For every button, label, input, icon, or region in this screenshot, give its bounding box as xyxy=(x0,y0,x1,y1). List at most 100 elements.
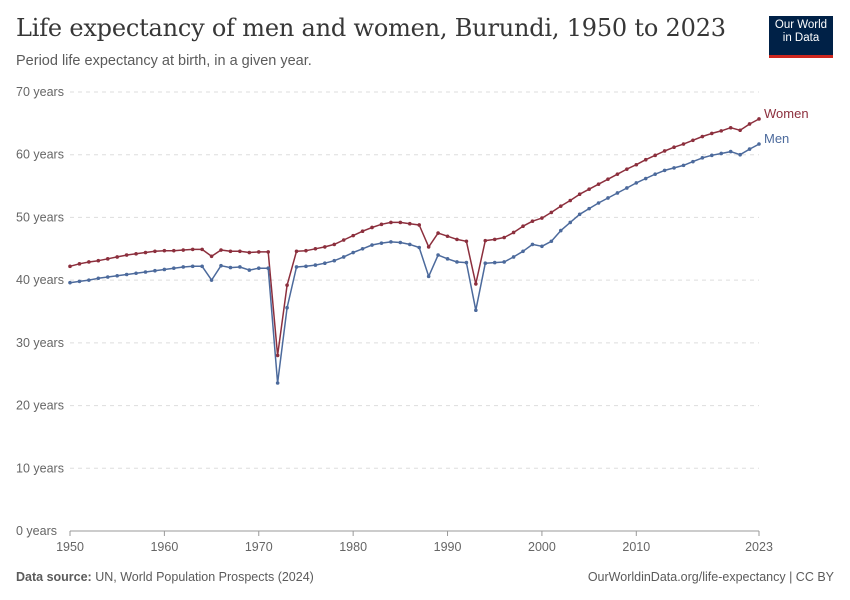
data-point-men xyxy=(681,163,686,168)
data-point-women xyxy=(511,230,516,235)
logo-line-1: Our World xyxy=(774,19,828,31)
data-point-men xyxy=(294,265,299,269)
data-point-women xyxy=(417,223,422,227)
x-tick-label: 2023 xyxy=(745,540,773,554)
data-point-women xyxy=(190,247,195,252)
data-point-women xyxy=(436,231,440,235)
data-point-men xyxy=(511,255,516,259)
data-point-men xyxy=(332,258,337,263)
data-point-women xyxy=(474,282,478,286)
data-point-men xyxy=(672,166,676,170)
data-point-men xyxy=(219,263,223,268)
data-point-men xyxy=(115,273,119,278)
y-tick-label: 30 years xyxy=(16,336,64,350)
data-point-women xyxy=(389,220,393,225)
data-point-women xyxy=(710,131,714,136)
data-point-men xyxy=(596,201,601,205)
data-point-men xyxy=(719,151,724,156)
data-point-men xyxy=(436,253,440,257)
data-point-women xyxy=(256,250,261,254)
x-tick-label: 1970 xyxy=(245,540,273,554)
data-point-women xyxy=(530,219,535,223)
data-point-women xyxy=(492,237,497,242)
data-point-women xyxy=(153,249,157,254)
footer-link[interactable]: OurWorldinData.org/life-expectancy | CC … xyxy=(587,570,834,584)
data-point-men xyxy=(143,270,148,274)
data-point-women xyxy=(209,254,214,259)
data-point-men xyxy=(313,263,318,267)
chart-subtitle: Period life expectancy at birth, in a gi… xyxy=(16,53,312,69)
data-point-men xyxy=(540,244,544,249)
data-point-men xyxy=(68,280,72,285)
data-point-women xyxy=(266,250,271,254)
series-line-men xyxy=(69,143,760,384)
data-point-men xyxy=(757,142,761,146)
data-point-women xyxy=(323,245,327,249)
data-point-men xyxy=(87,278,91,282)
data-point-women xyxy=(134,252,138,256)
data-point-men xyxy=(483,261,488,266)
data-point-women xyxy=(691,138,695,143)
data-point-women xyxy=(643,157,648,162)
data-point-women xyxy=(313,246,318,251)
data-point-men xyxy=(407,242,412,247)
data-point-women xyxy=(728,125,733,130)
data-point-women xyxy=(351,233,355,238)
data-point-men xyxy=(417,245,422,250)
x-tick-label: 2010 xyxy=(622,540,650,554)
x-tick-label: 1990 xyxy=(434,540,462,554)
data-point-women xyxy=(294,249,299,254)
data-point-women xyxy=(615,172,620,176)
data-point-men xyxy=(256,266,261,271)
data-point-men xyxy=(341,255,346,259)
data-point-men xyxy=(643,176,648,181)
data-point-men xyxy=(105,275,110,279)
data-point-women xyxy=(96,258,101,263)
data-point-women xyxy=(672,145,676,149)
data-point-men xyxy=(426,274,431,279)
data-point-women xyxy=(464,239,469,244)
data-point-women xyxy=(521,224,525,229)
y-tick-label: 50 years xyxy=(16,210,64,224)
data-point-men xyxy=(738,152,742,157)
owid-logo[interactable]: Our World in Data xyxy=(769,16,833,58)
data-point-men xyxy=(474,308,478,313)
data-point-men xyxy=(162,267,167,272)
data-point-women xyxy=(115,255,119,259)
y-tick-label: 20 years xyxy=(16,399,64,413)
data-point-women xyxy=(540,216,544,220)
data-point-men xyxy=(615,191,620,195)
data-point-women xyxy=(747,122,752,126)
data-point-women xyxy=(407,221,412,226)
data-point-men xyxy=(190,264,195,269)
data-point-women xyxy=(577,192,582,197)
data-point-men xyxy=(691,159,695,164)
data-point-men xyxy=(455,260,459,264)
data-point-men xyxy=(625,186,629,190)
data-point-women xyxy=(606,177,610,181)
data-point-women xyxy=(87,260,91,264)
data-point-men xyxy=(634,181,639,185)
data-point-men xyxy=(134,271,138,276)
data-point-men xyxy=(728,149,733,154)
data-point-women xyxy=(341,238,346,242)
data-point-women xyxy=(596,182,601,186)
data-point-men xyxy=(502,260,506,264)
data-point-women xyxy=(200,247,204,252)
x-tick-label: 1980 xyxy=(339,540,367,554)
data-point-women xyxy=(228,249,233,254)
y-tick-label: 10 years xyxy=(16,461,64,475)
x-tick-label: 2000 xyxy=(528,540,556,554)
data-point-women xyxy=(124,253,129,257)
data-point-men xyxy=(370,243,374,247)
data-point-women xyxy=(360,229,365,234)
data-point-men xyxy=(124,272,129,277)
data-point-men xyxy=(96,276,101,281)
data-point-women xyxy=(379,222,384,227)
data-point-men xyxy=(606,196,610,200)
data-source: Data source: UN, World Population Prospe… xyxy=(16,570,314,584)
data-point-men xyxy=(304,264,308,269)
data-point-women xyxy=(181,248,186,252)
data-point-women xyxy=(681,142,686,146)
